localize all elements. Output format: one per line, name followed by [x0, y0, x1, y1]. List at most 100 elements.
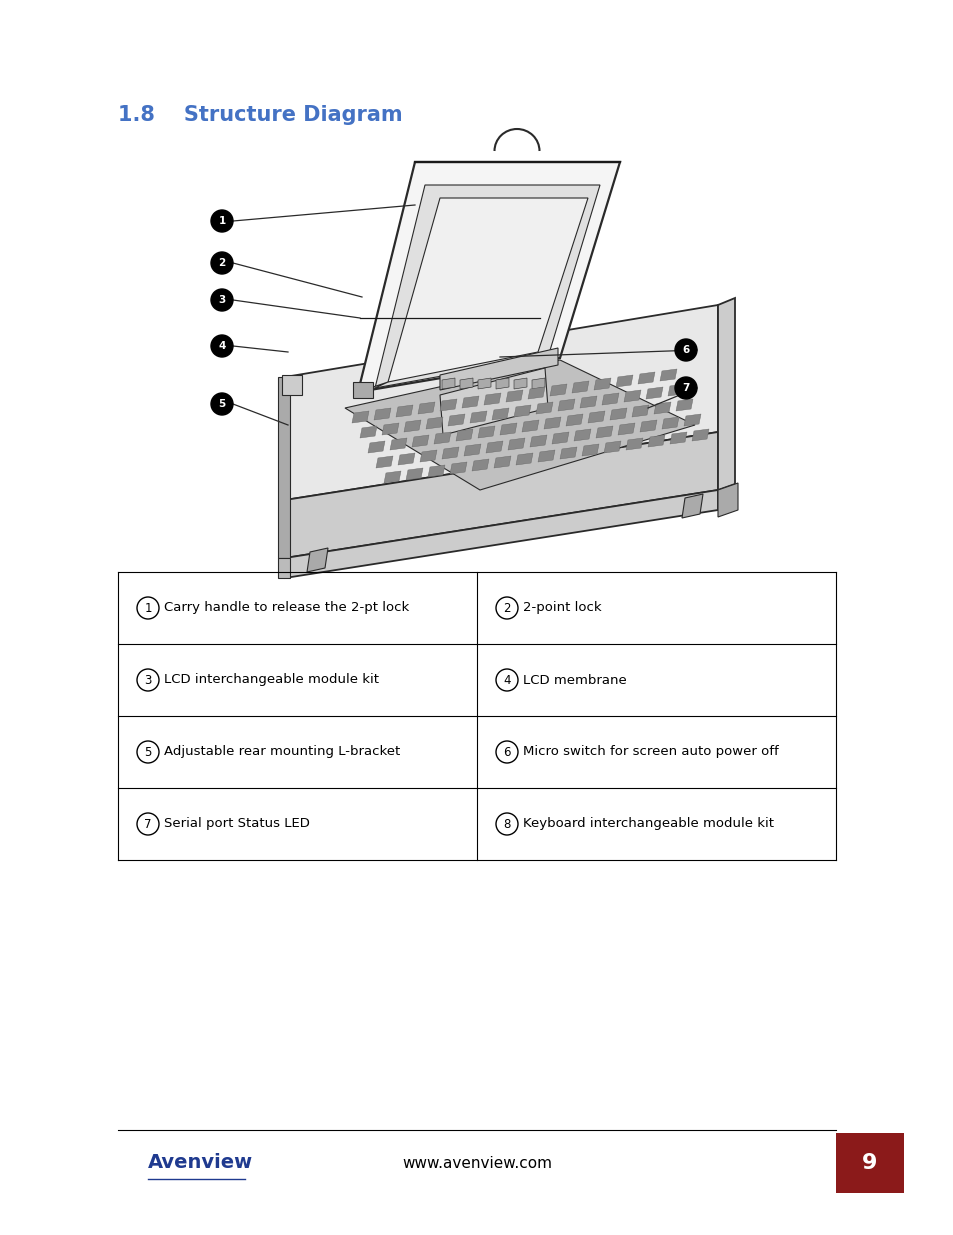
Polygon shape [477, 426, 495, 438]
Polygon shape [718, 298, 734, 490]
Polygon shape [419, 450, 436, 462]
Circle shape [211, 210, 233, 232]
Polygon shape [676, 399, 692, 411]
Polygon shape [587, 411, 604, 424]
Polygon shape [492, 408, 509, 420]
Circle shape [675, 377, 697, 399]
Polygon shape [485, 441, 502, 453]
Polygon shape [352, 411, 369, 424]
Circle shape [211, 393, 233, 415]
Polygon shape [459, 378, 473, 389]
Polygon shape [639, 420, 657, 432]
Polygon shape [470, 411, 486, 424]
Text: www.avenview.com: www.avenview.com [401, 1156, 552, 1171]
FancyBboxPatch shape [835, 1132, 903, 1193]
Polygon shape [609, 408, 626, 420]
Polygon shape [439, 399, 456, 411]
Polygon shape [552, 432, 568, 445]
Polygon shape [496, 378, 509, 389]
Text: 3: 3 [218, 295, 226, 305]
Polygon shape [285, 490, 718, 578]
Circle shape [211, 252, 233, 274]
Polygon shape [368, 441, 385, 453]
Text: 8: 8 [503, 818, 510, 830]
Text: Carry handle to release the 2-pt lock: Carry handle to release the 2-pt lock [164, 601, 409, 615]
Text: 1: 1 [144, 601, 152, 615]
Polygon shape [667, 384, 684, 396]
Polygon shape [277, 377, 290, 558]
Circle shape [211, 335, 233, 357]
Polygon shape [669, 432, 686, 445]
Polygon shape [374, 408, 391, 420]
Polygon shape [536, 403, 553, 414]
Polygon shape [661, 417, 679, 429]
Polygon shape [543, 417, 560, 429]
Polygon shape [450, 462, 467, 474]
Polygon shape [645, 387, 662, 399]
Text: Adjustable rear mounting L-bracket: Adjustable rear mounting L-bracket [164, 746, 400, 758]
Polygon shape [388, 198, 587, 382]
Polygon shape [565, 414, 582, 426]
Polygon shape [397, 453, 415, 466]
Polygon shape [514, 378, 526, 389]
Polygon shape [505, 390, 522, 403]
Polygon shape [390, 438, 407, 450]
Polygon shape [616, 375, 633, 387]
Circle shape [211, 289, 233, 311]
Polygon shape [439, 348, 558, 390]
Polygon shape [456, 429, 473, 441]
Text: Micro switch for screen auto power off: Micro switch for screen auto power off [522, 746, 778, 758]
Polygon shape [537, 450, 555, 462]
Polygon shape [683, 414, 700, 426]
Text: 5: 5 [144, 746, 152, 758]
Polygon shape [647, 435, 664, 447]
Polygon shape [375, 185, 599, 388]
Polygon shape [631, 405, 648, 417]
Text: Keyboard interchangeable module kit: Keyboard interchangeable module kit [522, 818, 773, 830]
Polygon shape [618, 424, 635, 435]
Polygon shape [483, 393, 500, 405]
Polygon shape [384, 471, 400, 483]
Polygon shape [307, 548, 328, 572]
Polygon shape [638, 372, 655, 384]
Polygon shape [477, 378, 491, 389]
Polygon shape [353, 382, 373, 398]
Polygon shape [514, 405, 531, 417]
Polygon shape [357, 382, 388, 391]
Text: 2: 2 [218, 258, 226, 268]
Text: Serial port Status LED: Serial port Status LED [164, 818, 310, 830]
Polygon shape [494, 456, 511, 468]
Polygon shape [623, 390, 640, 403]
Polygon shape [461, 396, 478, 408]
Text: 4: 4 [503, 673, 510, 687]
Text: 7: 7 [681, 383, 689, 393]
Polygon shape [603, 441, 620, 453]
Polygon shape [428, 466, 444, 477]
Polygon shape [417, 403, 435, 414]
Polygon shape [596, 426, 613, 438]
Circle shape [675, 338, 697, 361]
Polygon shape [718, 483, 738, 517]
Text: Avenview: Avenview [148, 1153, 253, 1172]
Polygon shape [441, 378, 455, 389]
Polygon shape [581, 445, 598, 456]
Polygon shape [579, 396, 597, 408]
Polygon shape [521, 420, 538, 432]
Polygon shape [439, 368, 547, 435]
Polygon shape [412, 435, 429, 447]
Polygon shape [395, 405, 413, 417]
Polygon shape [532, 378, 544, 389]
Text: LCD interchangeable module kit: LCD interchangeable module kit [164, 673, 378, 687]
Text: 9: 9 [862, 1153, 877, 1173]
Text: 3: 3 [144, 673, 152, 687]
Text: 5: 5 [218, 399, 226, 409]
Text: 6: 6 [681, 345, 689, 354]
Polygon shape [654, 403, 670, 414]
Text: 1: 1 [218, 216, 226, 226]
Polygon shape [345, 359, 695, 490]
Polygon shape [527, 387, 544, 399]
Polygon shape [472, 459, 489, 471]
Polygon shape [406, 468, 422, 480]
Polygon shape [625, 438, 642, 450]
Text: LCD membrane: LCD membrane [522, 673, 626, 687]
